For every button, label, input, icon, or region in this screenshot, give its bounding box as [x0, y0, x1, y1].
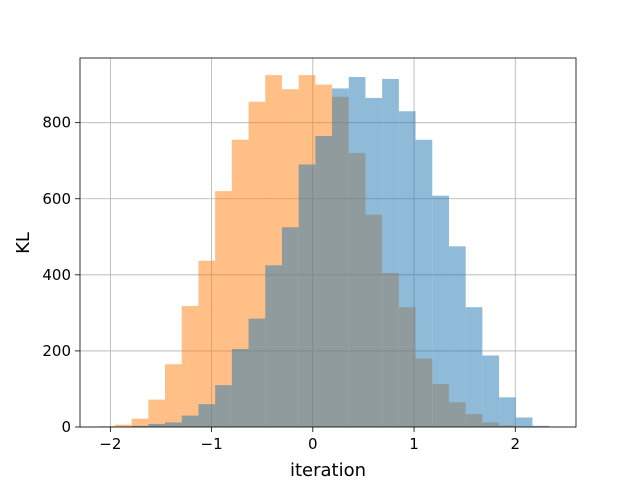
x-tick-label: −1: [201, 435, 223, 453]
histogram-bar-series-2: [265, 265, 282, 427]
histogram-bar-series-2: [398, 111, 416, 428]
x-tick-label: 1: [409, 435, 419, 453]
histogram-bar-series-1: [148, 399, 166, 427]
histogram-bar-series-2: [298, 164, 316, 428]
histogram-bar-series-2: [448, 246, 466, 427]
histogram-bar-series-2: [148, 423, 166, 427]
y-tick-label: 400: [42, 266, 71, 284]
histogram-bar-series-2: [415, 139, 433, 427]
x-tick-label: 0: [308, 435, 318, 453]
histogram-bar-series-2: [248, 318, 266, 427]
histogram-bar-series-2: [348, 77, 366, 427]
histogram-bar-series-2: [465, 307, 483, 427]
histogram-bar-series-1: [215, 191, 232, 427]
histogram-bar-series-2: [515, 417, 533, 427]
histogram-bar-series-2: [332, 88, 349, 428]
histogram-bar-series-2: [432, 195, 449, 427]
histogram-bars: [98, 75, 550, 428]
histogram-bar-series-2: [198, 404, 216, 427]
axis-ticks: −2 −1 0 1 2 0 200 400 600 800: [42, 114, 520, 453]
y-tick-label: 0: [61, 418, 71, 436]
histogram-bar-series-1: [131, 418, 149, 427]
x-axis-label: iteration: [290, 460, 366, 480]
x-tick-label: −2: [99, 435, 121, 453]
histogram-bar-series-1: [181, 306, 199, 427]
histogram-bar-series-2: [181, 415, 199, 427]
histogram-bar-series-2: [131, 425, 149, 427]
histogram-bar-series-2: [281, 227, 299, 427]
histogram-bar-series-2: [382, 78, 399, 428]
y-tick-label: 600: [42, 190, 71, 208]
y-tick-label: 200: [42, 342, 71, 360]
histogram-bar-series-2: [482, 355, 500, 427]
histogram-bar-series-2: [215, 385, 232, 427]
histogram-bar-series-2: [231, 349, 249, 427]
histogram-bar-series-1: [165, 364, 182, 427]
plot-frame: [79, 57, 577, 428]
y-axis-label: KL: [13, 232, 34, 254]
histogram-bar-series-2: [365, 97, 383, 427]
histogram-bar-series-2: [499, 397, 516, 427]
histogram-bar-series-2: [165, 422, 182, 427]
histogram-bar-series-1: [114, 424, 132, 427]
histogram-bar-series-1: [198, 260, 216, 427]
histogram-bar-series-2: [532, 425, 550, 427]
x-tick-label: 2: [510, 435, 520, 453]
histogram-bar-series-2: [315, 135, 333, 427]
y-tick-label: 800: [42, 114, 71, 132]
